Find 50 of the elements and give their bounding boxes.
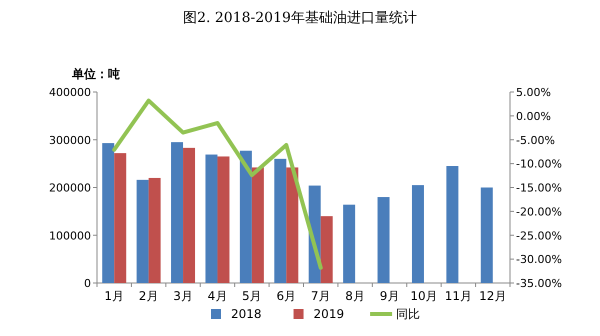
legend-label: 2018 (231, 307, 262, 321)
y2-tick-label: -30.00% (516, 253, 562, 266)
bar (148, 178, 161, 283)
x-tick-label: 2月 (138, 289, 158, 303)
y2-tick-label: 0.00% (516, 110, 551, 123)
x-tick-label: 6月 (276, 289, 296, 303)
y-tick-label: 300000 (49, 134, 91, 147)
y2-tick-label: -5.00% (516, 134, 555, 147)
x-tick-label: 9月 (380, 289, 400, 303)
bar (343, 204, 356, 283)
y2-tick-label: -25.00% (516, 229, 562, 242)
y-tick-label: 0 (84, 277, 91, 290)
bar (446, 166, 458, 283)
x-tick-label: 10月 (410, 289, 438, 303)
bar (171, 142, 184, 283)
bar (136, 180, 149, 283)
bar (378, 197, 390, 283)
legend-label: 同比 (396, 307, 420, 321)
bar (252, 167, 264, 283)
line-series (112, 98, 323, 270)
bar (412, 185, 424, 283)
chart-title: 图2. 2018-2019年基础油进口量统计 (183, 10, 417, 26)
bar (320, 216, 333, 283)
x-tick-label: 8月 (345, 289, 365, 303)
bar (183, 148, 196, 283)
y2-tick-label: -35.00% (516, 277, 562, 290)
bar (286, 167, 298, 283)
y2-tick-label: -20.00% (516, 205, 562, 218)
legend-label: 2019 (314, 307, 344, 321)
bar (274, 158, 286, 283)
y-axis-title: 单位：吨 (71, 67, 120, 81)
y2-tick-label: -10.00% (516, 158, 562, 171)
x-tick-label: 5月 (242, 289, 262, 303)
x-tick-label: 4月 (208, 289, 228, 303)
x-tick-label: 7月 (310, 289, 331, 303)
bar (114, 153, 126, 283)
x-tick-label: 12月 (479, 289, 506, 303)
y2-tick-label: -15.00% (516, 182, 562, 194)
y-tick-label: 200000 (49, 182, 91, 194)
bar (205, 154, 218, 283)
y-tick-label: 100000 (49, 229, 91, 242)
y-tick-label: 400000 (49, 86, 91, 99)
bar (217, 156, 230, 283)
x-tick-label: 11月 (444, 289, 472, 303)
bar (240, 150, 252, 283)
x-tick-label: 3月 (173, 289, 193, 303)
y2-tick-label: 5.00% (516, 86, 551, 99)
x-tick-label: 1月 (104, 289, 124, 303)
bar (480, 188, 493, 283)
bar (102, 143, 114, 283)
